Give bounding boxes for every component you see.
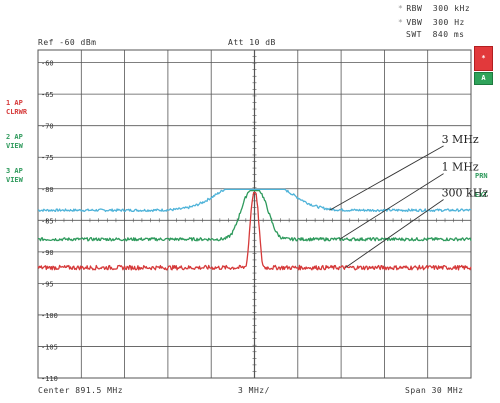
center-frequency: Center 891.5 MHz	[38, 386, 124, 395]
y-tick-label: -70	[41, 123, 54, 131]
trace-2	[37, 190, 472, 242]
trace1-label-line1: 1 AP	[6, 99, 23, 107]
rbw-value: 300 kHz	[432, 4, 471, 13]
y-tick-label: -110	[41, 375, 58, 383]
swt-label: SWT	[406, 30, 422, 39]
trace3-label-line1: 3 AP	[6, 167, 23, 175]
trace3-label: 3 AP VIEW	[6, 167, 23, 185]
trace2-label: 2 AP VIEW	[6, 133, 23, 151]
frequency-per-division: 3 MHz/	[238, 386, 270, 395]
marker-softkey-button[interactable]: *	[474, 46, 493, 71]
vbw-marker: *	[398, 18, 404, 27]
grid	[37, 49, 472, 379]
vbw-readout: * VBW 300 Hz	[398, 18, 465, 27]
annotation-leader	[329, 145, 444, 211]
rbw-marker: *	[398, 4, 404, 13]
annotation-label: 300 kHz	[442, 186, 489, 199]
trace-3	[37, 191, 472, 271]
y-tick-label: -90	[41, 249, 54, 257]
annotation-leader	[345, 199, 444, 268]
annotation-leader	[339, 173, 444, 240]
ext-label: EXT	[475, 191, 488, 199]
annotation-label: 1 MHz	[442, 161, 479, 174]
vbw-value: 300 Hz	[432, 18, 465, 27]
trace1-label: 1 AP CLRWR	[6, 99, 27, 117]
vbw-label: VBW	[406, 18, 423, 27]
annotation-label: 3 MHz	[442, 133, 479, 146]
right-status-label: PRN EXT	[475, 167, 488, 205]
y-tick-label: -85	[41, 217, 54, 225]
traces	[37, 188, 472, 271]
y-tick-label: -80	[41, 186, 54, 194]
trace1-label-line2: CLRWR	[6, 108, 28, 116]
annotations: 3 MHz 1 MHz 300 kHz	[329, 133, 489, 268]
span: Span 30 MHz	[405, 386, 464, 395]
y-tick-label: -75	[41, 154, 54, 162]
trace3-label-line2: VIEW	[6, 176, 23, 184]
y-tick-label: -65	[41, 91, 54, 99]
attenuation: Att 10 dB	[228, 38, 276, 47]
y-tick-label: -100	[41, 312, 58, 320]
rbw-label: RBW	[406, 4, 423, 13]
trace2-label-line2: VIEW	[6, 142, 23, 150]
y-tick-label: -95	[41, 280, 54, 288]
trace-1	[37, 188, 472, 213]
rbw-readout: * RBW 300 kHz	[398, 4, 470, 13]
trace2-label-line1: 2 AP	[6, 133, 23, 141]
ref-level: Ref -60 dBm	[38, 38, 97, 47]
y-tick-label: -105	[41, 343, 58, 351]
swt-value: 840 ms	[432, 30, 465, 39]
a-softkey-button[interactable]: A	[474, 72, 493, 85]
y-tick-label: -60	[41, 60, 54, 68]
prn-label: PRN	[475, 172, 488, 180]
swt-readout: SWT 840 ms	[406, 30, 465, 39]
y-tick-labels: -60 -65 -70 -75 -80 -85 -90 -95 -100 -105 -110	[41, 60, 58, 383]
